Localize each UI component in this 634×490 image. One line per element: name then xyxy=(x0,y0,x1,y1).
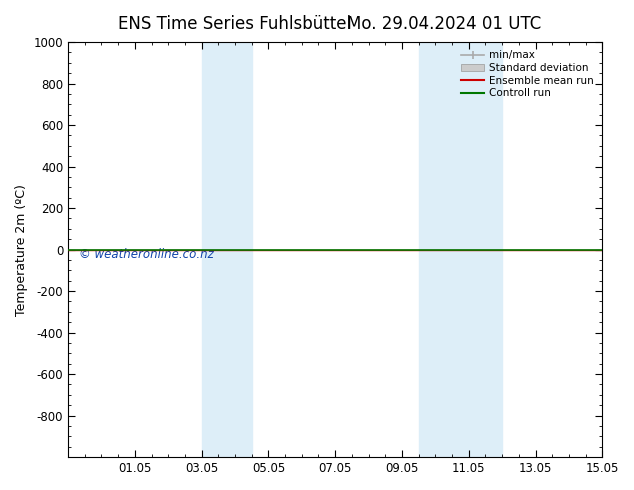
Text: Mo. 29.04.2024 01 UTC: Mo. 29.04.2024 01 UTC xyxy=(347,15,541,33)
Bar xyxy=(202,42,252,457)
Text: © weatheronline.co.nz: © weatheronline.co.nz xyxy=(79,248,214,261)
Bar xyxy=(418,42,502,457)
Y-axis label: Temperature 2m (ºC): Temperature 2m (ºC) xyxy=(15,184,28,316)
Legend: min/max, Standard deviation, Ensemble mean run, Controll run: min/max, Standard deviation, Ensemble me… xyxy=(457,46,598,102)
Text: ENS Time Series Fuhlsbüttel: ENS Time Series Fuhlsbüttel xyxy=(118,15,351,33)
